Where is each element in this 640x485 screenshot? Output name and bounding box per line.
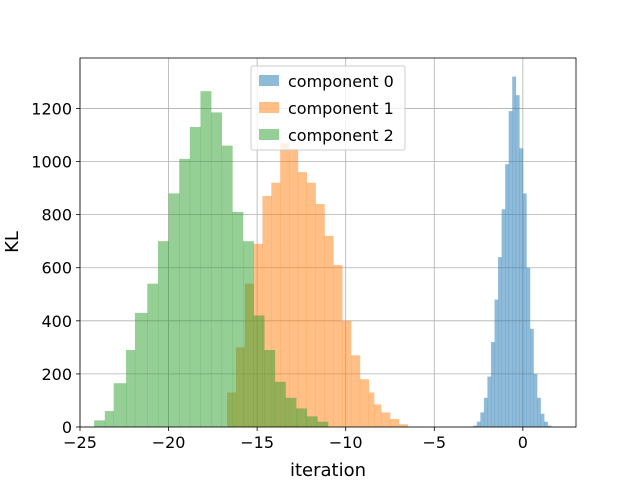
histogram-bar	[519, 148, 524, 428]
x-axis-label: iteration	[290, 460, 366, 480]
histogram-bar	[221, 145, 233, 427]
axis-ticks: −25 −20 −15 −10 −5 0 0 200 400 600 800 1000 1200	[31, 99, 528, 452]
histogram-bar	[271, 182, 281, 427]
histogram-bar	[315, 204, 325, 427]
histogram-bar	[490, 342, 495, 427]
histogram-bar	[104, 411, 114, 427]
histogram-bar	[306, 416, 318, 427]
series-component-0	[473, 76, 552, 428]
histogram-bar	[359, 379, 370, 427]
histogram-bar	[537, 397, 541, 427]
histogram-bar	[374, 404, 382, 427]
histogram-bar	[232, 211, 244, 427]
histogram-bar	[544, 421, 548, 427]
histogram-bar	[498, 257, 502, 427]
histogram-bar	[113, 383, 127, 427]
y-tick-label: 800	[41, 206, 72, 225]
histogram-bar	[390, 419, 400, 427]
histogram-bar	[179, 158, 191, 428]
histogram-bar	[134, 312, 148, 427]
histogram-bar	[157, 241, 169, 427]
histogram-bar	[126, 350, 136, 427]
histogram-bar	[333, 265, 343, 427]
y-tick-label: 200	[41, 365, 72, 384]
legend: component 0 component 1 component 2	[250, 65, 406, 151]
plot-frame	[79, 57, 577, 428]
histogram-bar	[515, 95, 520, 427]
histogram-bar	[494, 299, 499, 427]
legend-swatch	[259, 129, 279, 140]
histogram-bar	[476, 421, 481, 427]
histogram-bar	[262, 196, 272, 427]
histogram-bar	[473, 425, 478, 427]
x-tick-label: −15	[240, 433, 274, 452]
histogram-bar	[147, 283, 159, 427]
histogram-bar	[501, 209, 506, 427]
histogram-bar	[540, 413, 545, 427]
legend-swatch	[259, 102, 279, 113]
x-tick-label: −25	[63, 433, 97, 452]
y-axis-label: KL	[2, 231, 23, 253]
histogram-bar	[368, 392, 375, 427]
histogram-bar	[529, 328, 534, 427]
histogram-bars	[94, 76, 552, 428]
x-tick-label: 0	[518, 433, 528, 452]
legend-label: component 0	[288, 72, 394, 91]
histogram-bar	[280, 142, 290, 427]
histogram-bar	[483, 397, 488, 427]
histogram-bar	[242, 241, 254, 427]
histogram-bar	[285, 397, 297, 427]
y-tick-label: 1000	[31, 153, 72, 172]
histogram-bar	[398, 424, 409, 427]
histogram-bar	[487, 376, 492, 427]
histogram-bar	[324, 235, 334, 427]
histogram-bar	[512, 76, 517, 427]
histogram-bar	[381, 412, 391, 427]
histogram-bar	[264, 350, 276, 427]
histogram-bar	[342, 320, 352, 427]
histogram-bar	[168, 193, 180, 427]
histogram-bar	[508, 111, 513, 427]
series-component-2	[94, 91, 329, 428]
histogram-bar	[505, 164, 509, 427]
histogram-bar	[297, 172, 308, 427]
x-tick-label: −20	[152, 433, 186, 452]
y-tick-label: 1200	[31, 99, 72, 118]
x-tick-label: −10	[329, 433, 363, 452]
y-tick-label: 400	[41, 312, 72, 331]
histogram-bar	[306, 182, 316, 427]
histogram-bar	[296, 408, 308, 427]
legend-swatch	[259, 75, 279, 86]
histogram-bar	[522, 193, 527, 427]
y-tick-label: 600	[41, 259, 72, 278]
legend-box	[250, 65, 406, 151]
histogram-bar	[533, 373, 538, 427]
histogram-bar	[289, 148, 299, 428]
histogram-bar	[253, 315, 265, 427]
histogram-bar	[200, 91, 212, 427]
legend-label: component 1	[288, 99, 394, 118]
histogram-bar	[480, 412, 485, 427]
x-tick-label: −5	[422, 433, 446, 452]
legend-label: component 2	[288, 126, 394, 145]
histogram-bar	[211, 112, 223, 427]
histogram-bar	[351, 355, 361, 427]
histogram-bar	[274, 381, 286, 427]
histogram-bar	[547, 425, 552, 427]
histogram-bar	[526, 267, 531, 427]
histogram-bar	[189, 127, 201, 428]
y-tick-label: 0	[62, 418, 72, 437]
histogram-bar	[317, 421, 329, 427]
histogram-bar	[94, 420, 106, 427]
